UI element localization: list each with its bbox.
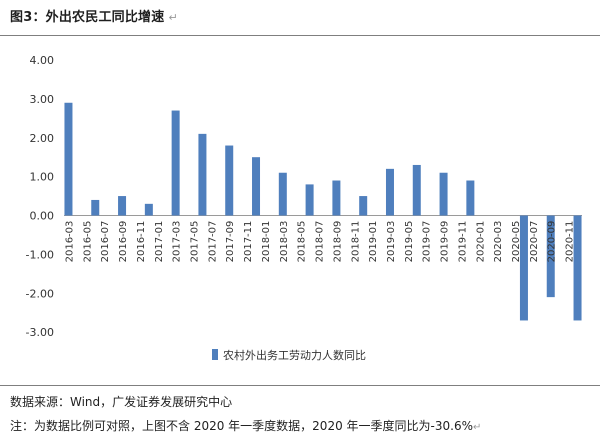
y-tick-label: -3.00 [26, 326, 54, 339]
y-tick-label: -2.00 [26, 287, 54, 300]
bar [91, 199, 100, 216]
y-tick-label: 1.00 [30, 171, 55, 184]
legend-swatch [212, 349, 218, 360]
y-tick-label: -1.00 [26, 248, 54, 261]
paragraph-mark-icon: ↵ [168, 11, 178, 24]
bar [385, 168, 394, 216]
bar [305, 184, 314, 216]
bar [144, 203, 153, 216]
x-tick-label: 2017-07 [207, 221, 218, 263]
bar [64, 102, 73, 216]
x-tick-label: 2019-11 [457, 221, 468, 263]
bar [573, 215, 582, 321]
x-tick-label: 2018-07 [315, 221, 326, 263]
source-note: 数据来源：Wind，广发证券发展研究中心 [10, 395, 233, 409]
legend-label: 农村外出务工劳动力人数同比 [223, 348, 366, 362]
figure-title-text: 图3：外出农民工同比增速 [10, 10, 165, 25]
y-tick-label: 4.00 [30, 54, 55, 67]
x-tick-label: 2017-03 [172, 221, 183, 263]
bar [439, 172, 448, 216]
x-tick-label: 2017-09 [225, 221, 236, 263]
y-tick-label: 3.00 [30, 93, 55, 106]
x-tick-label: 2018-11 [350, 221, 361, 263]
x-tick-label: 2019-05 [404, 221, 415, 263]
bar [198, 133, 207, 216]
x-tick-label: 2020-05 [511, 221, 522, 263]
bar [332, 180, 341, 216]
bar [546, 215, 555, 298]
y-tick-label: 2.00 [30, 132, 55, 145]
bar [359, 196, 368, 216]
top-divider [0, 35, 600, 36]
footnote: 注：为数据比例可对照，上图不含 2020 年一季度数据，2020 年一季度同比为… [10, 417, 481, 434]
x-tick-label: 2018-01 [261, 221, 272, 263]
bar [252, 157, 261, 216]
x-tick-label: 2017-11 [243, 221, 254, 263]
bar [278, 172, 287, 216]
bar [466, 180, 475, 216]
x-tick-label: 2020-11 [565, 221, 576, 263]
x-tick-label: 2020-01 [475, 221, 486, 263]
x-tick-label: 2020-03 [493, 221, 504, 263]
x-tick-label: 2017-01 [154, 221, 165, 263]
bar [519, 215, 528, 321]
footnote-text: 注：为数据比例可对照，上图不含 2020 年一季度数据，2020 年一季度同比为… [10, 419, 473, 433]
x-tick-label: 2018-05 [297, 221, 308, 263]
figure-title: 图3：外出农民工同比增速 ↵ [10, 6, 178, 25]
x-tick-label: 2018-09 [332, 221, 343, 263]
bar [412, 164, 421, 216]
x-tick-label: 2016-11 [136, 221, 147, 263]
y-tick-label: 0.00 [30, 210, 55, 223]
x-tick-label: 2016-03 [64, 221, 75, 263]
x-tick-label: 2019-07 [422, 221, 433, 263]
paragraph-mark-icon: ↵ [472, 422, 482, 433]
x-tick-label: 2019-03 [386, 221, 397, 263]
x-tick-label: 2020-07 [529, 221, 540, 263]
bar [225, 145, 234, 216]
x-tick-label: 2016-09 [118, 221, 129, 263]
x-tick-label: 2019-01 [368, 221, 379, 263]
bar [118, 196, 127, 216]
x-tick-label: 2018-03 [279, 221, 290, 263]
x-tick-label: 2017-05 [190, 221, 201, 263]
bar-chart: 4.00 3.00 2.00 1.00 0.00 -1.00 -2.00 -3.00 2016-… [26, 54, 582, 362]
x-tick-label: 2020-09 [547, 221, 558, 263]
x-tick-label: 2016-05 [82, 221, 93, 263]
x-tick-label: 2019-09 [440, 221, 451, 263]
x-tick-label: 2016-07 [100, 221, 111, 263]
bar [171, 110, 180, 216]
bottom-divider [0, 385, 600, 386]
